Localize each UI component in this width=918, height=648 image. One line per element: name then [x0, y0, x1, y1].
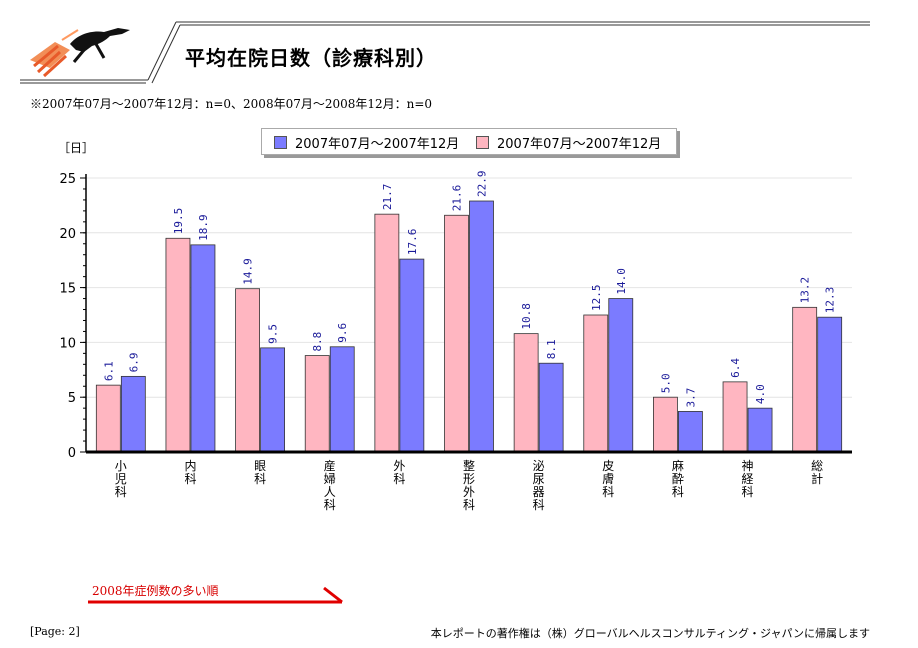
page-number: [Page: 2] [30, 625, 80, 638]
x-tick-label: 麻酔科 [672, 458, 684, 499]
y-tick-label: 10 [59, 336, 76, 351]
bar [304, 355, 330, 453]
y-tick-label: 20 [59, 227, 76, 242]
bar [120, 375, 146, 453]
arrow-right-icon [88, 586, 343, 604]
bar [513, 333, 539, 453]
bar [469, 200, 494, 453]
data-label: 8.8 [311, 332, 324, 352]
bar [583, 314, 609, 453]
bar [95, 384, 121, 453]
x-tick-label: 皮膚科 [602, 459, 614, 499]
bar [399, 258, 425, 453]
sort-order-note: 2008年症例数の多い順 [92, 584, 219, 598]
x-tick-label: 泌尿器科 [533, 459, 545, 512]
data-label: 10.8 [520, 303, 533, 330]
x-tick-label: 神経科 [742, 459, 754, 499]
bar [817, 316, 843, 453]
bar [329, 346, 355, 453]
data-label: 22.9 [476, 171, 489, 198]
x-tick-label: 産婦人科 [324, 458, 336, 512]
data-label: 21.7 [381, 184, 394, 211]
data-label: 9.5 [267, 324, 280, 344]
y-tick-label: 25 [59, 172, 76, 187]
data-label: 14.9 [242, 258, 255, 285]
greyhound-logo-icon [30, 28, 130, 78]
bar [260, 347, 285, 453]
data-label: 6.9 [127, 353, 140, 373]
header-frame [20, 21, 870, 84]
legend-swatch [274, 136, 287, 149]
bar [653, 396, 678, 453]
data-label: 6.1 [102, 361, 115, 381]
data-label: 13.2 [799, 277, 812, 304]
chart-bars: 6.1 6.9 19.5 18.9 14.9 9.5 8.8 9.6 21.7 17.6 21.6 2… [95, 171, 843, 453]
bar [190, 244, 216, 453]
chart-legend: 2007年07月～2007年12月 2007年07月～2007年12月 [261, 128, 677, 155]
x-tick-label: 内科 [184, 459, 196, 486]
bar [792, 306, 818, 453]
legend-item-series-a: 2007年07月～2007年12月 [476, 133, 661, 152]
data-label: 9.6 [336, 323, 349, 343]
y-tick-label: 15 [59, 282, 76, 297]
bar [235, 288, 260, 453]
period-note: ※2007年07月～2007年12月：n=0、2008年07月～2008年12月… [30, 97, 433, 111]
bar-chart: 6.1 6.9 19.5 18.9 14.9 9.5 8.8 9.6 21.7 17.6 21.6 2… [58, 141, 852, 512]
legend-label: 2007年07月～2007年12月 [497, 137, 662, 152]
header-banner [20, 21, 870, 84]
data-label: 4.0 [754, 384, 767, 404]
legend-label: 2007年07月～2007年12月 [295, 137, 460, 152]
bar [374, 213, 400, 453]
data-label: 6.4 [729, 358, 742, 378]
chart-axes: 0 5 10 15 20 25 ［日］ 小児科 内科 眼科 産婦人科 外科 整形外科 泌尿器科 皮膚科 麻酔科… [58, 141, 852, 512]
data-label: 21.6 [451, 185, 464, 212]
bar [747, 407, 773, 453]
y-axis-label: ［日］ [58, 141, 94, 155]
legend-item-series-b: 2007年07月～2007年12月 [274, 133, 459, 152]
data-label: 3.7 [684, 388, 697, 408]
data-label: 12.3 [824, 287, 837, 314]
page-title: 平均在院日数（診療科別） [185, 46, 437, 70]
y-tick-label: 0 [68, 446, 76, 461]
x-tick-label: 整形外科 [463, 458, 475, 512]
x-tick-label: 眼科 [254, 459, 266, 486]
data-label: 17.6 [406, 229, 419, 256]
bar [678, 411, 703, 453]
data-label: 12.5 [590, 285, 603, 312]
data-label: 5.0 [659, 373, 672, 393]
bar [722, 381, 748, 453]
copyright-notice: 本レポートの著作権は（株）グローバルヘルスコンサルティング・ジャパンに帰属します [430, 627, 870, 640]
data-label: 14.0 [615, 268, 628, 295]
bar [538, 362, 564, 453]
x-tick-label: 総計 [811, 459, 823, 486]
bar [608, 298, 634, 453]
x-tick-label: 小児科 [115, 459, 127, 499]
bar [165, 237, 191, 453]
y-tick-label: 5 [68, 391, 76, 406]
legend-swatch [476, 136, 489, 149]
bar [444, 214, 469, 453]
data-label: 19.5 [172, 208, 185, 235]
data-label: 18.9 [197, 214, 210, 241]
x-tick-label: 外科 [393, 459, 405, 486]
data-label: 8.1 [545, 339, 558, 359]
